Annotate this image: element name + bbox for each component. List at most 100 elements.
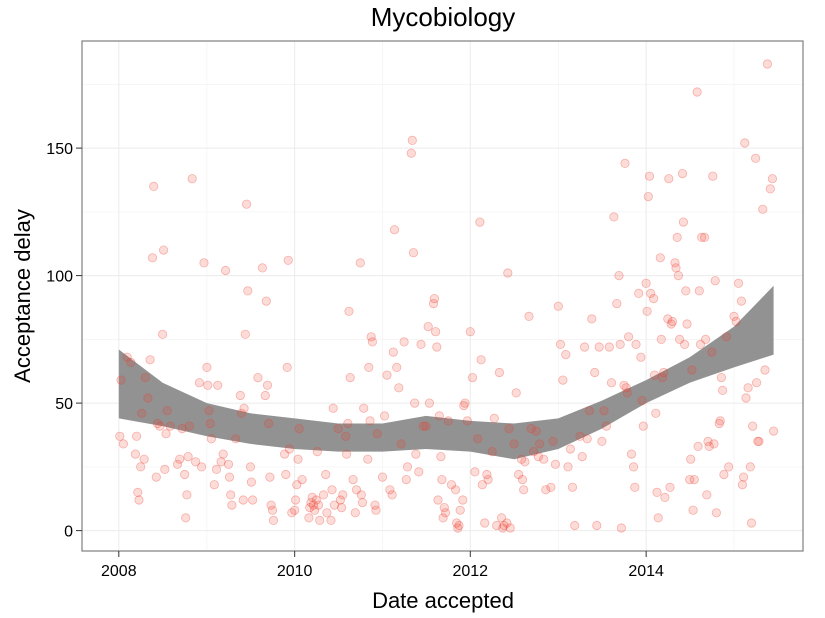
data-point <box>182 490 192 500</box>
data-point <box>577 451 587 462</box>
data-point <box>132 431 142 441</box>
data-point <box>740 138 750 148</box>
data-point <box>762 59 773 69</box>
data-point <box>460 398 470 408</box>
data-point <box>653 513 663 523</box>
data-point <box>333 423 343 434</box>
data-point <box>336 502 347 513</box>
data-point <box>609 212 619 222</box>
data-point <box>459 400 469 411</box>
data-point <box>226 490 236 500</box>
data-point <box>242 199 252 209</box>
data-point <box>612 298 622 309</box>
data-point <box>487 446 497 457</box>
data-point <box>290 505 300 515</box>
data-point <box>401 474 411 485</box>
data-point <box>382 370 392 380</box>
data-point <box>326 515 336 526</box>
data-point <box>327 485 337 495</box>
data-point <box>246 477 256 487</box>
data-point <box>685 474 695 485</box>
data-point <box>587 314 597 324</box>
data-point <box>394 383 404 393</box>
major-gridlines <box>82 41 803 551</box>
data-point <box>707 347 717 357</box>
data-point <box>651 408 661 418</box>
data-point <box>652 487 662 497</box>
data-point <box>597 436 607 446</box>
data-point <box>370 500 380 510</box>
x-tick-label: 2012 <box>452 563 488 580</box>
data-point <box>489 413 499 423</box>
data-point <box>567 482 578 492</box>
x-axis-ticks <box>118 551 647 557</box>
data-point <box>438 513 448 523</box>
data-point <box>418 421 428 431</box>
data-point <box>411 449 421 459</box>
data-point <box>644 171 655 181</box>
data-point <box>187 174 197 184</box>
data-point <box>505 523 515 533</box>
data-point <box>733 278 744 288</box>
data-point <box>392 362 402 372</box>
data-point <box>458 495 468 505</box>
data-point <box>548 436 558 446</box>
data-point <box>681 286 691 296</box>
data-point <box>664 174 674 184</box>
data-point <box>606 378 617 388</box>
data-point <box>708 171 718 181</box>
data-point <box>211 464 222 474</box>
data-point <box>546 482 556 492</box>
data-point <box>455 505 465 515</box>
data-point <box>601 421 612 431</box>
data-point <box>470 467 480 477</box>
data-point <box>318 490 329 500</box>
data-point <box>660 492 670 502</box>
data-point <box>692 87 702 97</box>
data-point <box>758 204 768 214</box>
data-point <box>704 441 714 451</box>
data-point <box>338 490 348 500</box>
data-point <box>454 520 464 531</box>
data-point <box>430 327 441 337</box>
data-point <box>746 518 757 528</box>
data-point <box>751 378 762 388</box>
data-point <box>414 467 424 477</box>
data-point <box>321 469 331 480</box>
data-point <box>136 462 146 472</box>
data-point <box>656 334 666 344</box>
data-point <box>671 263 681 273</box>
data-point <box>203 380 213 390</box>
data-point <box>631 339 641 349</box>
data-point <box>714 418 724 429</box>
data-point <box>753 436 763 446</box>
confidence-band <box>118 285 774 460</box>
data-point <box>424 398 434 408</box>
data-point <box>516 454 527 464</box>
data-point <box>235 390 245 401</box>
data-point <box>524 311 534 321</box>
data-point <box>172 459 183 469</box>
y-tick-label: 50 <box>55 396 73 413</box>
y-tick-label: 0 <box>64 524 73 541</box>
data-point <box>328 403 338 413</box>
data-point <box>678 217 689 227</box>
data-point <box>177 423 187 434</box>
data-point <box>657 372 668 383</box>
data-point <box>248 495 258 505</box>
data-point <box>265 472 275 482</box>
data-point <box>266 500 276 510</box>
data-point <box>116 375 126 385</box>
data-point <box>476 355 486 365</box>
data-point <box>267 505 278 515</box>
data-point <box>204 406 214 416</box>
data-point <box>396 439 406 449</box>
data-point <box>312 446 322 457</box>
data-point <box>745 462 755 472</box>
data-point <box>748 421 758 431</box>
data-point <box>407 135 417 145</box>
data-point <box>236 408 247 418</box>
data-point <box>315 515 325 526</box>
data-point <box>465 327 475 337</box>
data-point <box>421 421 431 431</box>
